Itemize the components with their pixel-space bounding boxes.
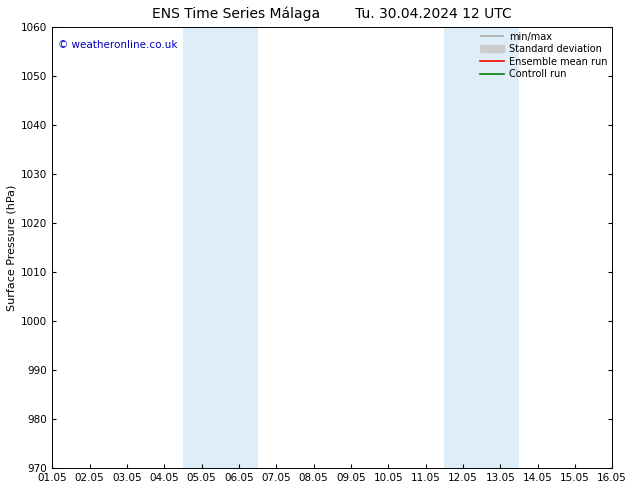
Bar: [444, 27, 519, 468]
Text: © weatheronline.co.uk: © weatheronline.co.uk: [58, 40, 178, 50]
Title: ENS Time Series Málaga        Tu. 30.04.2024 12 UTC: ENS Time Series Málaga Tu. 30.04.2024 12…: [152, 7, 512, 22]
Bar: [183, 27, 257, 468]
Legend: min/max, Standard deviation, Ensemble mean run, Controll run: min/max, Standard deviation, Ensemble me…: [477, 30, 609, 81]
Y-axis label: Surface Pressure (hPa): Surface Pressure (hPa): [7, 184, 17, 311]
